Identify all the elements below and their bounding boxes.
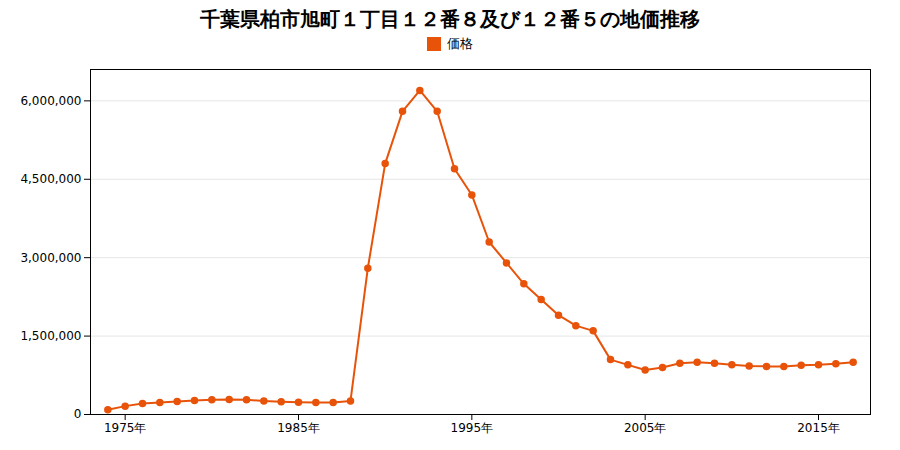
svg-text:1995年: 1995年 (451, 421, 494, 435)
svg-text:4,500,000: 4,500,000 (20, 172, 81, 186)
svg-text:6,000,000: 6,000,000 (20, 94, 81, 108)
html-text:千葉県柏市旭町１丁目１２番８及び１２番５の地価推移: 千葉県柏市旭町１丁目１２番８及び１２番５の地価推移 (200, 7, 700, 31)
svg-text:3,000,000: 3,000,000 (20, 251, 81, 265)
svg-text:1975年: 1975年 (104, 421, 147, 435)
svg-text:2015年: 2015年 (797, 421, 840, 435)
svg-text:1985年: 1985年 (277, 421, 320, 435)
html-text:価格: 価格 (447, 36, 473, 51)
svg-text:0: 0 (74, 407, 82, 421)
svg-text:2005年: 2005年 (624, 421, 667, 435)
svg-text:1,500,000: 1,500,000 (20, 329, 81, 343)
